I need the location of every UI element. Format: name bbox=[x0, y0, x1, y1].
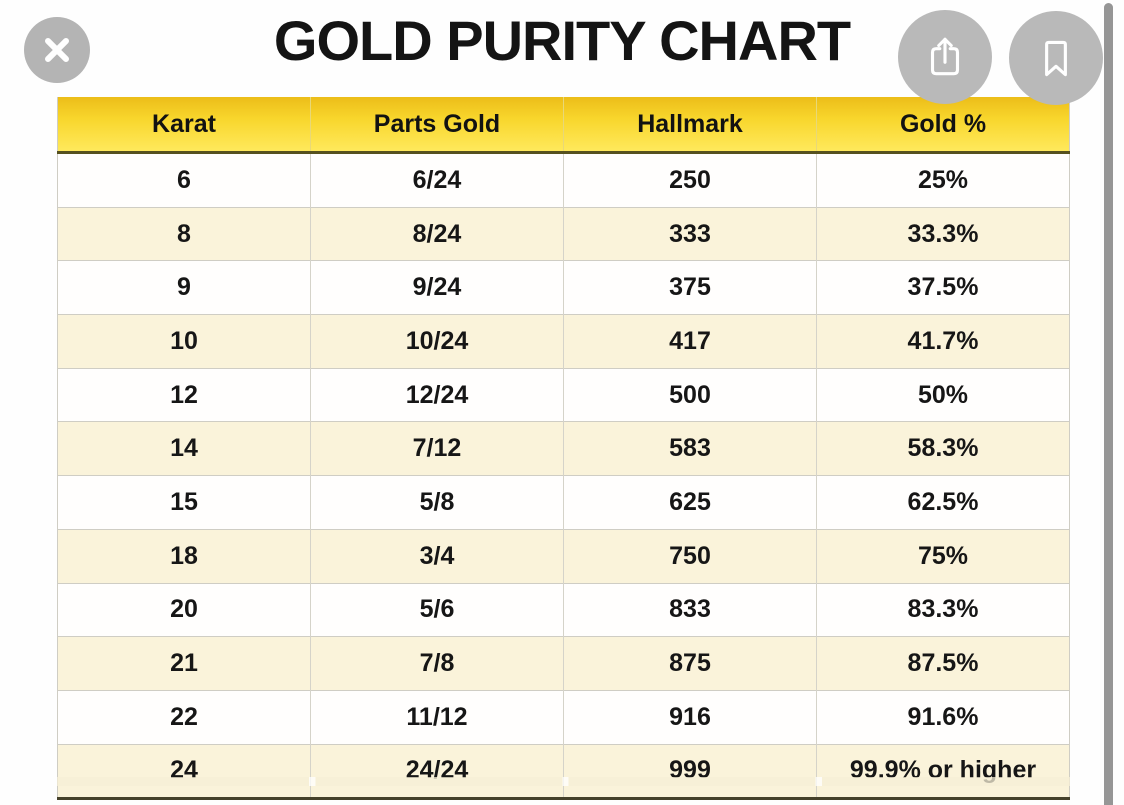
table-cell: 750 bbox=[563, 528, 817, 583]
table-cell: 6/24 bbox=[310, 152, 564, 208]
table-cell: 916 bbox=[563, 689, 817, 745]
table-cell: 5/6 bbox=[310, 582, 564, 637]
table-cell: 58.3% bbox=[816, 421, 1070, 476]
table-cell: 250 bbox=[563, 152, 817, 208]
table-row: 10 10/24 417 41.7% bbox=[57, 314, 1070, 369]
table-cell: 500 bbox=[563, 367, 817, 422]
table-row: 12 12/24 500 50% bbox=[57, 367, 1070, 422]
table-cell: 3/4 bbox=[310, 528, 564, 583]
table-row: 18 3/4 750 75% bbox=[57, 528, 1070, 583]
table-cell: 999 bbox=[563, 743, 817, 799]
column-header-gold: Gold % bbox=[816, 97, 1070, 154]
gold-purity-table: Karat Parts Gold Hallmark Gold % 6 6/24 250 25… bbox=[57, 97, 1070, 801]
table-cell: 62.5% bbox=[816, 475, 1070, 530]
table-cell: 20 bbox=[57, 582, 311, 637]
table-cell: 9/24 bbox=[310, 260, 564, 315]
table-cell: 8/24 bbox=[310, 206, 564, 261]
table-row: 15 5/8 625 62.5% bbox=[57, 475, 1070, 530]
table-cell: 99.9% or higher bbox=[816, 743, 1070, 799]
scrollbar-thumb[interactable] bbox=[1104, 3, 1113, 805]
table-cell: 15 bbox=[57, 475, 311, 530]
table-cell: 11/12 bbox=[310, 689, 564, 745]
table-cell: 7/8 bbox=[310, 636, 564, 691]
table-cell: 83.3% bbox=[816, 582, 1070, 637]
table-row: 21 7/8 875 87.5% bbox=[57, 636, 1070, 691]
table-cell: 10/24 bbox=[310, 314, 564, 369]
table-row: 14 7/12 583 58.3% bbox=[57, 421, 1070, 476]
table-body: 6 6/24 250 25% 8 8/24 333 33.3% 9 9/24 375 37.5% 10 1… bbox=[57, 152, 1070, 799]
table-cell: 375 bbox=[563, 260, 817, 315]
share-button[interactable] bbox=[898, 10, 992, 104]
share-icon bbox=[930, 37, 960, 76]
table-row: 24 24/24 999 99.9% or higher bbox=[57, 743, 1070, 799]
table-cell: 25% bbox=[816, 152, 1070, 208]
table-cell: 12/24 bbox=[310, 367, 564, 422]
column-header-karat: Karat bbox=[57, 97, 311, 154]
table-cell: 6 bbox=[57, 152, 311, 208]
table-cell: 75% bbox=[816, 528, 1070, 583]
table-cell: 24/24 bbox=[310, 743, 564, 799]
table-cell: 41.7% bbox=[816, 314, 1070, 369]
next-row-sliver bbox=[57, 777, 1070, 786]
table-row: 20 5/6 833 83.3% bbox=[57, 582, 1070, 637]
table-cell: 9 bbox=[57, 260, 311, 315]
table-cell: 625 bbox=[563, 475, 817, 530]
table-cell: 7/12 bbox=[310, 421, 564, 476]
bookmark-button[interactable] bbox=[1009, 11, 1103, 105]
table-cell: 21 bbox=[57, 636, 311, 691]
table-cell: 91.6% bbox=[816, 689, 1070, 745]
table-cell: 12 bbox=[57, 367, 311, 422]
header-row: Karat Parts Gold Hallmark Gold % bbox=[57, 97, 1070, 154]
close-icon bbox=[45, 38, 69, 62]
column-header-hallmark: Hallmark bbox=[563, 97, 817, 154]
table-cell: 5/8 bbox=[310, 475, 564, 530]
table-cell: 87.5% bbox=[816, 636, 1070, 691]
table-cell: 10 bbox=[57, 314, 311, 369]
table-cell: 18 bbox=[57, 528, 311, 583]
table-cell: 583 bbox=[563, 421, 817, 476]
column-header-parts-gold: Parts Gold bbox=[310, 97, 564, 154]
table-cell: 50% bbox=[816, 367, 1070, 422]
table-header: Karat Parts Gold Hallmark Gold % bbox=[57, 97, 1070, 154]
table-cell: 833 bbox=[563, 582, 817, 637]
close-button[interactable] bbox=[24, 17, 90, 83]
table-cell: 22 bbox=[57, 689, 311, 745]
table-cell: 14 bbox=[57, 421, 311, 476]
table-cell: 333 bbox=[563, 206, 817, 261]
table-row: 8 8/24 333 33.3% bbox=[57, 206, 1070, 261]
table-cell: 875 bbox=[563, 636, 817, 691]
table-row: 22 11/12 916 91.6% bbox=[57, 689, 1070, 745]
table-cell: 37.5% bbox=[816, 260, 1070, 315]
table-cell: 417 bbox=[563, 314, 817, 369]
table-cell: 8 bbox=[57, 206, 311, 261]
bookmark-icon bbox=[1045, 40, 1067, 77]
table-cell: 24 bbox=[57, 743, 311, 799]
table-row: 6 6/24 250 25% bbox=[57, 152, 1070, 208]
table-row: 9 9/24 375 37.5% bbox=[57, 260, 1070, 315]
table-cell: 33.3% bbox=[816, 206, 1070, 261]
